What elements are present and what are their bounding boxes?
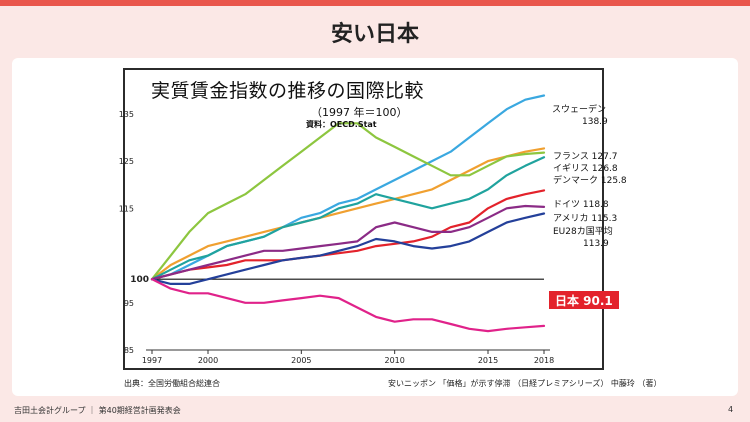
series-line-2 xyxy=(150,122,546,281)
chart-subtitle: （1997 年＝100） xyxy=(311,106,408,119)
series-label: フランス 127.7 xyxy=(553,151,617,162)
slide-title: 安い日本 xyxy=(330,22,419,47)
y-tick-label: 125 xyxy=(119,157,134,166)
y-tick-label: 100 xyxy=(130,275,149,285)
series-label: デンマーク 125.8 xyxy=(553,174,627,186)
chart-source: 資料：OECD.Stat xyxy=(306,120,377,129)
series-line-5 xyxy=(150,204,546,281)
series-label: EU28カ国平均 xyxy=(553,225,613,237)
series-label: 日本 90.1 xyxy=(555,293,613,308)
series-label: スウェーデン xyxy=(552,103,606,115)
chart-title: 実質賃金指数の推移の国際比較 xyxy=(151,80,425,102)
x-tick-label: 2005 xyxy=(291,356,311,365)
series-label: アメリカ 115.3 xyxy=(553,213,617,224)
y-tick-label: 95 xyxy=(124,299,134,308)
series-line-6 xyxy=(150,212,546,285)
series-line-1 xyxy=(150,147,546,281)
source-right: 安いニッポン 「価格」が示す停滞 （日経プレミアシリーズ） 中藤玲 （著） xyxy=(388,379,662,388)
x-tick-label: 2000 xyxy=(198,356,218,365)
x-tick-label: 1997 xyxy=(142,356,162,365)
series-label: イギリス 126.8 xyxy=(553,163,618,174)
y-tick-label: 85 xyxy=(124,346,134,355)
footer-text: 吉田土会計グループ ｜ 第40期経営計画発表会 xyxy=(14,406,181,415)
series-line-4 xyxy=(150,189,546,281)
x-tick-label: 2018 xyxy=(534,356,554,365)
japan-label-box xyxy=(549,291,619,309)
series-line-3 xyxy=(150,156,546,281)
series-line-7 xyxy=(150,278,546,333)
y-tick-label: 135 xyxy=(119,110,134,119)
series-label: ドイツ 118.8 xyxy=(553,200,609,210)
source-left: 出典：全国労働組合総連合 xyxy=(124,379,220,388)
series-value-label: 113.9 xyxy=(583,239,609,249)
x-tick-label: 2015 xyxy=(478,356,498,365)
page-number: 4 xyxy=(728,405,734,414)
y-tick-label: 115 xyxy=(119,204,134,213)
series-value-label: 138.9 xyxy=(582,117,608,127)
top-accent-bar xyxy=(0,0,750,6)
x-tick-label: 2010 xyxy=(384,356,404,365)
